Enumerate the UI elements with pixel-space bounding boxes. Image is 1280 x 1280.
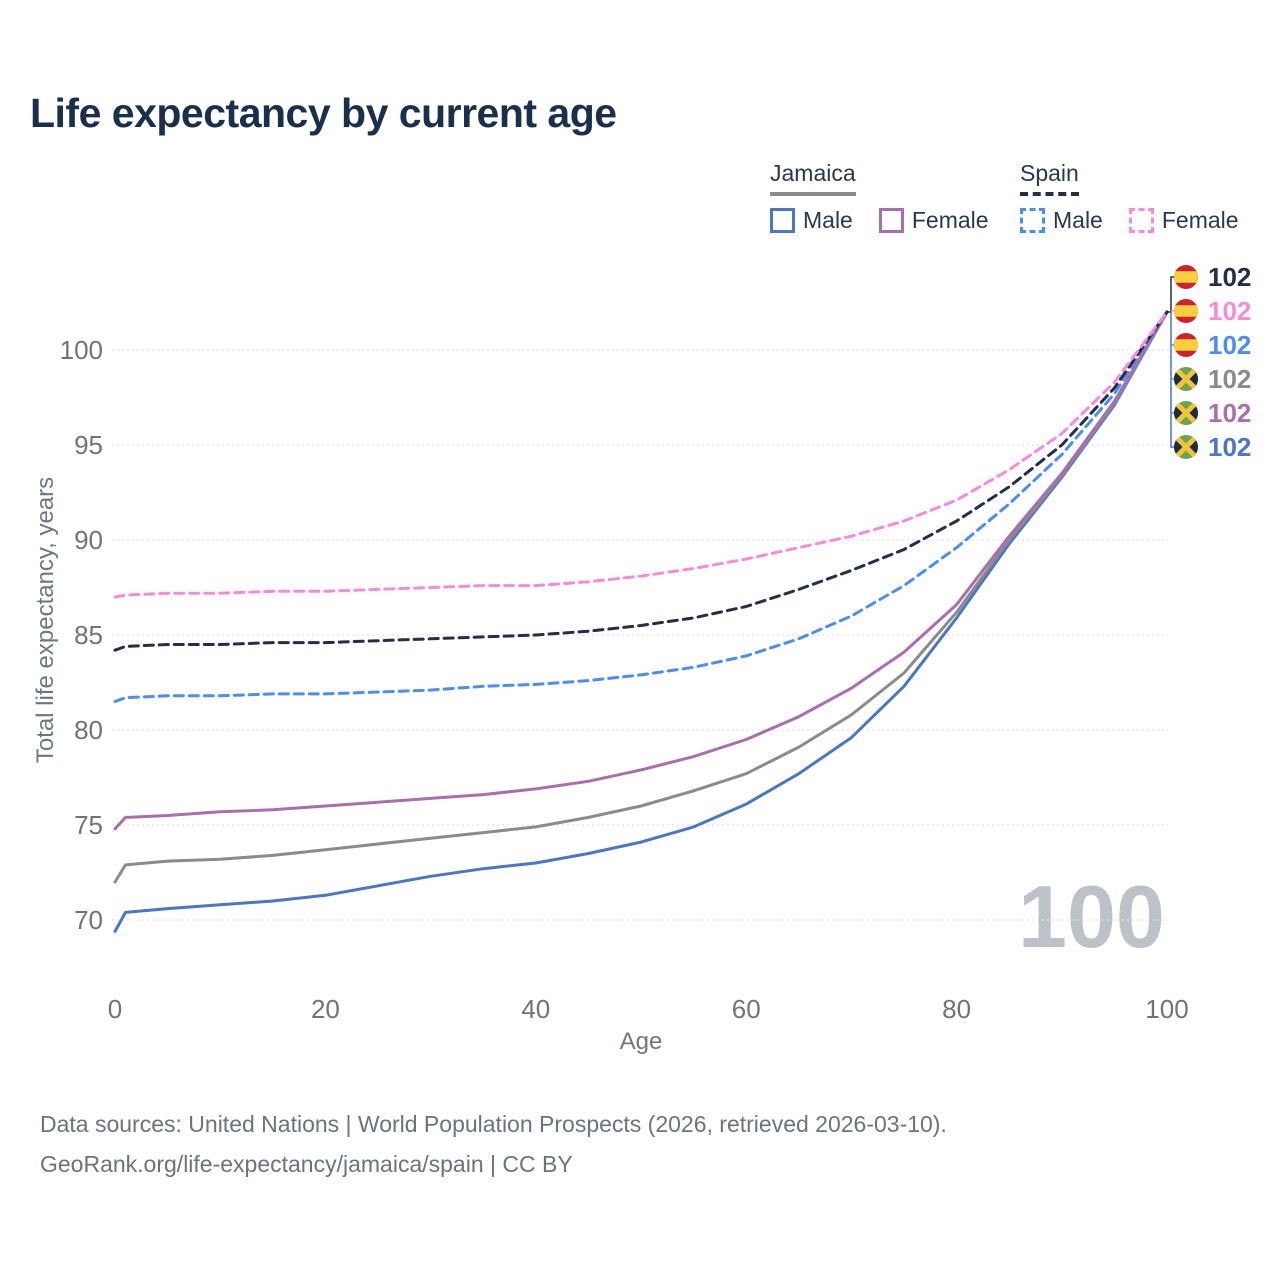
- y-tick-label-90: 90: [74, 525, 103, 555]
- flag-jamaica-icon: [1174, 435, 1198, 459]
- page-title: Life expectancy by current age: [30, 90, 617, 136]
- end-label-spain-male: 102: [1208, 330, 1251, 360]
- legend-row-spain: Male Female: [1020, 207, 1239, 234]
- x-axis-title: Age: [619, 1028, 663, 1055]
- end-label-spain-all: 102: [1208, 262, 1251, 292]
- license-line: GeoRank.org/life-expectancy/jamaica/spai…: [40, 1151, 573, 1177]
- legend-item-label: Male: [803, 207, 853, 233]
- end-label-spain-female: 102: [1208, 296, 1251, 326]
- series-line-jamaica-all[interactable]: [113, 310, 1169, 884]
- y-tick-label-95: 95: [74, 430, 103, 460]
- footer-attribution: Data sources: United Nations | World Pop…: [40, 1104, 947, 1184]
- legend-item-label: Male: [1053, 207, 1103, 233]
- y-tick-label-100: 100: [60, 335, 103, 365]
- y-tick-label-75: 75: [74, 810, 103, 840]
- legend-group-jamaica: Jamaica Male Female: [770, 160, 989, 234]
- end-label-jamaica-all: 102: [1208, 364, 1251, 394]
- x-tick-label-20: 20: [311, 994, 340, 1024]
- series-line-spain-female[interactable]: [113, 310, 1169, 599]
- x-tick-label-80: 80: [942, 994, 971, 1024]
- flag-spain-icon: [1174, 265, 1198, 289]
- x-tick-label-100: 100: [1145, 994, 1188, 1024]
- y-tick-label-70: 70: [74, 905, 103, 935]
- y-tick-label-80: 80: [74, 715, 103, 745]
- legend-country-jamaica[interactable]: Jamaica: [770, 160, 856, 196]
- legend-row-jamaica: Male Female: [770, 207, 989, 234]
- jamaica-female-swatch-icon: [878, 208, 904, 233]
- series-line-spain-male[interactable]: [113, 310, 1169, 703]
- x-tick-label-40: 40: [521, 994, 550, 1024]
- x-tick-label-0: 0: [108, 994, 122, 1024]
- flag-spain-icon: [1174, 333, 1198, 357]
- legend-item-jamaica-female[interactable]: Female: [878, 207, 989, 234]
- series-line-jamaica-male[interactable]: [113, 310, 1169, 933]
- x-tick-label-60: 60: [732, 994, 761, 1024]
- flag-jamaica-icon: [1174, 401, 1198, 425]
- legend-item-spain-male[interactable]: Male: [1020, 207, 1103, 234]
- series-line-jamaica-female[interactable]: [113, 310, 1169, 831]
- legend-item-jamaica-male[interactable]: Male: [770, 207, 853, 234]
- spain-female-swatch-icon: [1128, 208, 1154, 233]
- flag-jamaica-icon: [1174, 367, 1198, 391]
- jamaica-male-swatch-icon: [770, 208, 795, 233]
- end-label-jamaica-female: 102: [1208, 398, 1251, 428]
- end-label-jamaica-male: 102: [1208, 432, 1251, 462]
- legend-item-label: Female: [911, 207, 989, 233]
- y-tick-label-85: 85: [74, 620, 103, 650]
- age-counter-watermark: 100: [1018, 867, 1165, 966]
- y-axis-title: Total life expectancy, years: [32, 476, 59, 764]
- legend-item-label: Female: [1161, 207, 1239, 233]
- flag-spain-icon: [1174, 299, 1198, 323]
- legend-group-spain: Spain Male Female: [1020, 160, 1239, 234]
- data-sources-line: Data sources: United Nations | World Pop…: [40, 1111, 947, 1137]
- spain-male-swatch-icon: [1020, 208, 1045, 233]
- series-line-spain-all[interactable]: [113, 310, 1169, 652]
- legend-country-spain[interactable]: Spain: [1020, 160, 1079, 196]
- legend-item-spain-female[interactable]: Female: [1128, 207, 1239, 234]
